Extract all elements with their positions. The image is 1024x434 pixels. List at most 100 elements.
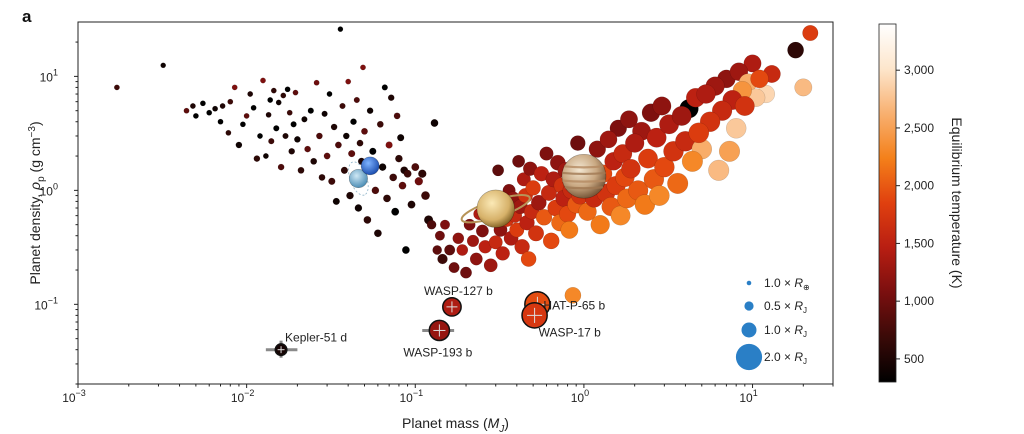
planet-point <box>726 118 747 139</box>
planet-point <box>389 173 398 182</box>
planet-point <box>625 133 645 153</box>
data-points <box>114 25 819 304</box>
solar-system-planets <box>348 153 607 228</box>
planet-point <box>620 110 638 129</box>
planet-point <box>542 232 560 250</box>
planet-point <box>313 79 320 86</box>
planet-point <box>469 252 483 266</box>
planet-point <box>189 103 196 109</box>
planet-point <box>787 41 804 59</box>
planet-point <box>267 97 274 103</box>
planet-point <box>383 194 391 203</box>
planet-point <box>387 94 395 101</box>
panel-label: a <box>22 7 32 26</box>
planet-point <box>310 157 318 165</box>
planet-point <box>403 169 412 178</box>
planet-point <box>277 163 285 171</box>
planet-point <box>326 91 333 97</box>
planet-point <box>514 239 530 255</box>
planet-point <box>354 204 363 212</box>
plot-area: Kepler-51 d WASP-193 b WASP-127 b HAT-P-65 … <box>34 21 834 405</box>
planet-point <box>345 78 352 85</box>
planet-point <box>588 140 606 158</box>
neptune-icon <box>360 156 380 176</box>
planet-point <box>397 134 405 142</box>
planet-point <box>434 230 445 241</box>
planet-point <box>363 215 372 224</box>
planet-point <box>531 194 547 211</box>
planet-point <box>350 118 357 125</box>
planet-point <box>262 153 269 159</box>
colorbar-tick-label-3: 2,000 <box>904 179 934 193</box>
planet-point <box>750 69 769 89</box>
wasp17b-label: WASP-17 b <box>539 325 602 339</box>
colorbar-tick-label-4: 2,500 <box>904 121 934 135</box>
planet-point <box>376 120 384 128</box>
planet-point <box>328 177 336 185</box>
planet-point <box>418 169 427 178</box>
planet-point <box>414 177 423 186</box>
jupiter-icon <box>561 153 607 199</box>
planet-point <box>743 54 762 73</box>
saturn-icon <box>476 189 515 228</box>
planet-point <box>734 96 755 116</box>
planet-point <box>512 154 525 168</box>
planet-point <box>381 84 388 91</box>
planet-point <box>318 173 326 181</box>
planet-point <box>638 148 658 169</box>
planet-point <box>316 132 323 140</box>
planet-point <box>348 150 356 158</box>
colorbar-tick-label-2: 1,500 <box>904 236 934 250</box>
y-tick-label-0: 10−1 <box>34 295 58 312</box>
size-legend-label-2: 1.0 × RJ <box>764 323 807 339</box>
planet-point <box>219 103 226 109</box>
planet-point <box>332 197 340 206</box>
planet-point <box>488 235 503 250</box>
planet-point <box>570 135 586 151</box>
planet-point <box>288 147 296 155</box>
colorbar-tick-label-5: 3,000 <box>904 63 934 77</box>
planet-point <box>270 87 277 94</box>
jupiter-band <box>564 186 604 190</box>
planet-point <box>708 159 730 181</box>
planet-point <box>247 91 254 97</box>
planet-point <box>456 244 469 256</box>
planet-point <box>340 166 349 174</box>
planet-point <box>437 253 448 265</box>
size-legend-marker-0 <box>746 280 752 286</box>
planet-point <box>621 158 641 179</box>
planet-point <box>342 132 350 140</box>
wasp193b-label: WASP-193 b <box>403 345 472 359</box>
planet-point <box>688 122 710 144</box>
planet-point <box>463 218 476 231</box>
planet-point <box>231 84 238 91</box>
planet-point <box>452 232 465 245</box>
x-axis-ticks: 10−3 10−2 10−1 100 101 <box>62 384 834 405</box>
colorbar-tick-label-0: 500 <box>904 352 924 366</box>
planet-point <box>206 109 213 116</box>
planet-point <box>411 163 420 172</box>
planet-point <box>199 100 206 107</box>
planet-point <box>495 246 510 261</box>
planet-point <box>393 112 401 120</box>
planet-point <box>284 86 291 93</box>
planet-point <box>290 121 297 128</box>
planet-point <box>610 205 631 226</box>
planet-point <box>802 25 819 42</box>
planet-point <box>297 166 305 174</box>
planet-point <box>273 125 280 132</box>
planet-point <box>183 107 190 114</box>
planet-point <box>330 123 338 131</box>
plot-frame <box>77 21 834 385</box>
planet-point <box>250 104 257 111</box>
planet-point <box>378 163 387 171</box>
planet-point <box>525 180 541 196</box>
wasp127b-label: WASP-127 b <box>424 284 493 298</box>
size-legend-marker-1 <box>744 301 754 311</box>
size-legend-label-3: 2.0 × RJ <box>764 350 807 366</box>
planet-point <box>265 111 272 118</box>
planet-point <box>268 138 275 145</box>
x-axis-label: Planet mass (MJ) <box>402 415 509 434</box>
colorbar: 500 1,000 1,500 2,000 2,500 3,000 Equilibrium… <box>878 23 965 383</box>
